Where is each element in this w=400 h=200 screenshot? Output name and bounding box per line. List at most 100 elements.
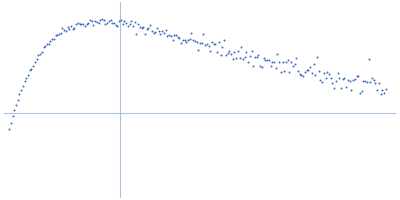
Point (92, 19, 98, 23)
Point (8, 121, 14, 124)
Point (288, 61, 294, 64)
Point (293, 57, 300, 60)
Point (76, 22, 83, 25)
Point (240, 57, 246, 60)
Point (23, 77, 30, 80)
Point (18, 88, 24, 92)
Point (124, 25, 131, 28)
Point (166, 34, 172, 37)
Point (302, 70, 308, 73)
Point (169, 39, 176, 42)
Point (133, 32, 140, 35)
Point (228, 52, 234, 56)
Point (9, 114, 16, 118)
Point (123, 22, 129, 25)
Point (174, 35, 181, 38)
Point (350, 78, 356, 82)
Point (56, 32, 62, 35)
Point (80, 22, 86, 25)
Point (238, 46, 244, 49)
Point (295, 69, 301, 72)
Point (195, 48, 202, 52)
Point (206, 44, 212, 47)
Point (85, 22, 92, 25)
Point (269, 60, 276, 63)
Point (274, 53, 281, 56)
Point (328, 76, 334, 79)
Point (114, 24, 121, 27)
Point (374, 88, 380, 91)
Point (75, 21, 81, 25)
Point (250, 64, 256, 67)
Point (95, 21, 102, 25)
Point (159, 29, 165, 32)
Point (32, 60, 38, 63)
Point (97, 19, 104, 22)
Point (16, 93, 23, 96)
Point (204, 42, 210, 45)
Point (304, 68, 310, 71)
Point (149, 30, 155, 33)
Point (137, 25, 143, 28)
Point (63, 29, 69, 32)
Point (341, 76, 348, 80)
Point (333, 80, 339, 83)
Point (152, 31, 158, 34)
Point (46, 42, 52, 46)
Point (156, 29, 162, 32)
Point (276, 61, 282, 64)
Point (381, 91, 387, 94)
Point (212, 42, 219, 46)
Point (382, 87, 389, 90)
Point (369, 77, 375, 80)
Point (312, 74, 318, 77)
Point (11, 108, 18, 111)
Point (260, 56, 267, 60)
Point (49, 37, 55, 40)
Point (109, 22, 116, 25)
Point (252, 56, 258, 59)
Point (90, 24, 96, 27)
Point (376, 81, 382, 84)
Point (25, 73, 31, 76)
Point (183, 40, 190, 44)
Point (346, 80, 353, 83)
Point (13, 104, 19, 107)
Point (111, 21, 117, 25)
Point (107, 18, 114, 21)
Point (140, 26, 146, 29)
Point (224, 52, 231, 55)
Point (271, 60, 277, 63)
Point (243, 50, 250, 54)
Point (88, 20, 95, 23)
Point (112, 24, 119, 27)
Point (52, 34, 59, 37)
Point (235, 50, 241, 53)
Point (210, 42, 217, 45)
Point (142, 32, 148, 36)
Point (150, 31, 157, 34)
Point (188, 32, 195, 35)
Point (209, 40, 215, 43)
Point (176, 36, 182, 40)
Point (66, 28, 72, 31)
Point (30, 64, 36, 67)
Point (219, 45, 226, 48)
Point (226, 49, 232, 52)
Point (186, 37, 193, 40)
Point (116, 20, 122, 23)
Point (355, 75, 362, 78)
Point (197, 41, 203, 45)
Point (367, 81, 374, 84)
Point (68, 25, 74, 28)
Point (352, 77, 358, 81)
Point (321, 71, 327, 74)
Point (34, 58, 40, 61)
Point (247, 54, 253, 57)
Point (267, 64, 274, 68)
Point (138, 27, 145, 30)
Point (266, 59, 272, 62)
Point (168, 35, 174, 38)
Point (336, 76, 342, 80)
Point (38, 51, 45, 54)
